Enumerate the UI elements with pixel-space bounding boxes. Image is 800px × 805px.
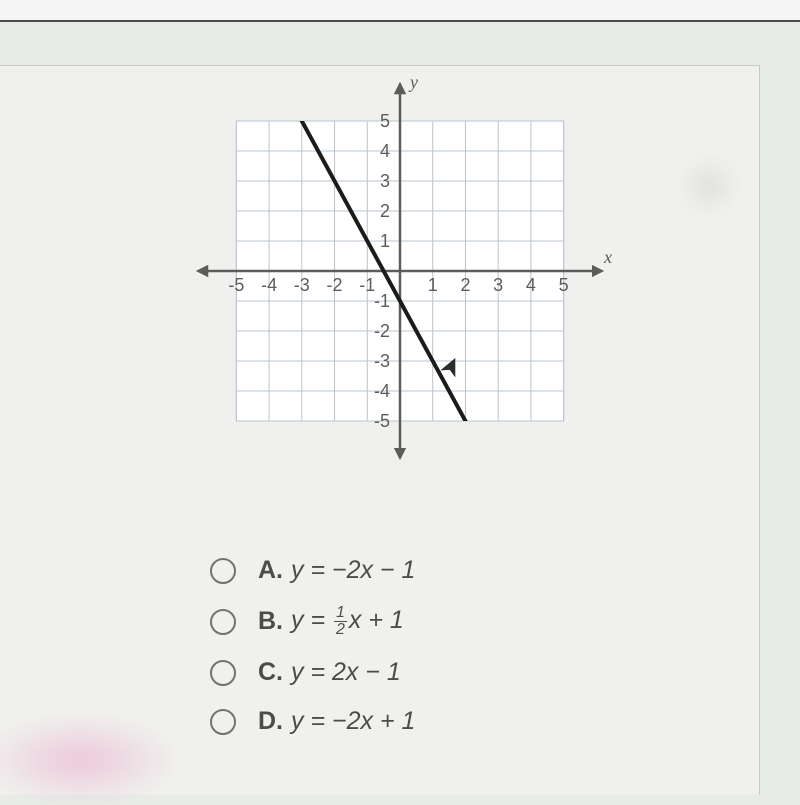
answer-options: A. y = −2x − 1 B. y = 12x + 1 C. y = 2x …: [210, 536, 610, 756]
svg-text:y: y: [408, 76, 418, 92]
option-label: B.: [258, 607, 283, 636]
smudge: [679, 156, 739, 216]
svg-text:1: 1: [428, 275, 438, 295]
svg-text:-3: -3: [374, 351, 390, 371]
svg-text:-4: -4: [374, 381, 390, 401]
radio-icon[interactable]: [210, 660, 236, 686]
svg-text:x: x: [603, 247, 612, 267]
radio-icon[interactable]: [210, 609, 236, 635]
option-label: D.: [258, 707, 283, 736]
graph-container: -5 -4 -3 -2 -1 1 2 3 4 5 -5 -4 -3 -2 -1 1 2 3 4 5 x y: [170, 76, 630, 496]
radio-icon[interactable]: [210, 558, 236, 584]
coordinate-graph: -5 -4 -3 -2 -1 1 2 3 4 5 -5 -4 -3 -2 -1 1 2 3 4 5 x y: [170, 76, 630, 496]
header-bar: [0, 0, 800, 22]
svg-text:5: 5: [559, 275, 569, 295]
option-equation: y = 12x + 1: [291, 605, 404, 638]
svg-text:5: 5: [380, 111, 390, 131]
svg-text:-2: -2: [327, 275, 343, 295]
svg-text:-5: -5: [374, 411, 390, 431]
svg-text:4: 4: [380, 141, 390, 161]
content-box: -5-4-3-2-112345-5-4-3-2-112345xy ➤ A. y …: [0, 65, 760, 795]
smudge: [0, 715, 180, 805]
svg-text:-4: -4: [261, 275, 277, 295]
svg-text:3: 3: [380, 171, 390, 191]
svg-text:-1: -1: [359, 275, 375, 295]
option-a[interactable]: A. y = −2x − 1: [210, 556, 610, 585]
svg-text:-3: -3: [294, 275, 310, 295]
fraction-numerator: 1: [334, 605, 347, 622]
option-d[interactable]: D. y = −2x + 1: [210, 707, 610, 736]
option-c[interactable]: C. y = 2x − 1: [210, 658, 610, 687]
svg-text:3: 3: [493, 275, 503, 295]
svg-text:-1: -1: [374, 291, 390, 311]
option-label: A.: [258, 556, 283, 585]
option-equation: y = −2x − 1: [291, 556, 415, 585]
svg-text:4: 4: [526, 275, 536, 295]
fraction: 12: [334, 605, 347, 638]
svg-text:2: 2: [380, 201, 390, 221]
option-b[interactable]: B. y = 12x + 1: [210, 605, 610, 638]
fraction-denominator: 2: [334, 622, 347, 638]
eq-prefix: y =: [291, 606, 332, 634]
eq-suffix: x + 1: [349, 606, 404, 634]
option-label: C.: [258, 658, 283, 687]
svg-text:2: 2: [460, 275, 470, 295]
radio-icon[interactable]: [210, 709, 236, 735]
svg-text:-2: -2: [374, 321, 390, 341]
svg-text:1: 1: [380, 231, 390, 251]
option-equation: y = 2x − 1: [291, 658, 401, 687]
svg-text:-5: -5: [228, 275, 244, 295]
option-equation: y = −2x + 1: [291, 707, 415, 736]
